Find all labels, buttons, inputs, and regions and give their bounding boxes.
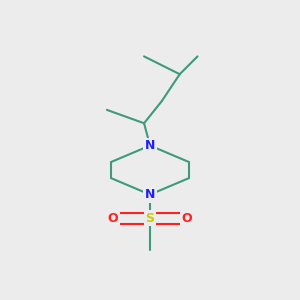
Text: O: O [107,212,118,225]
Text: N: N [145,139,155,152]
Text: S: S [146,212,154,225]
Text: N: N [145,188,155,201]
Text: O: O [182,212,193,225]
